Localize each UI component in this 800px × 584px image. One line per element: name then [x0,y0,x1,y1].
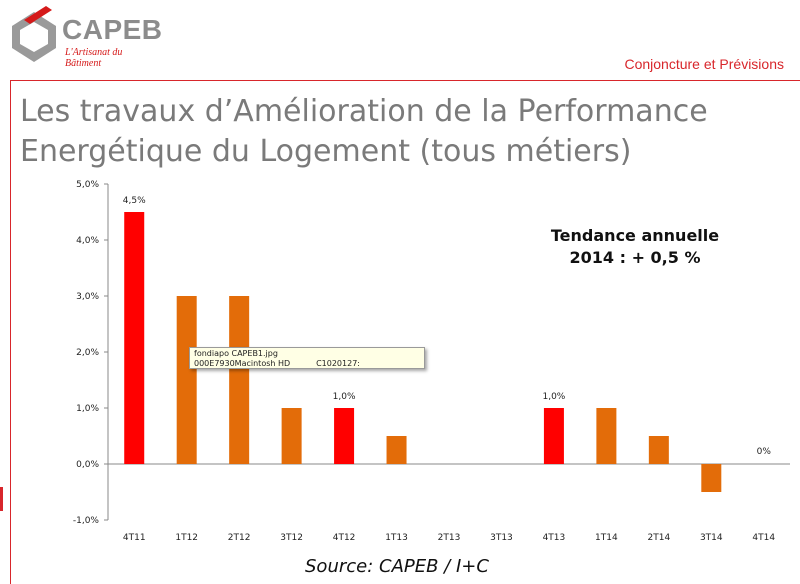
left-marker [0,487,3,511]
bar-4T13 [543,408,564,464]
title-line-2: Energétique du Logement (tous métiers) [20,134,632,169]
x-tick-label: 2T12 [228,533,251,543]
data-label: 1,0% [542,392,565,402]
bar-4T11 [124,212,145,464]
bar-1T12 [176,296,197,464]
y-tick-label: 3,0% [76,292,99,302]
trend-line-1: Tendance annuelle [550,226,720,245]
x-tick-label: 1T14 [595,533,618,543]
bar-3T14 [701,464,722,492]
x-tick-label: 4T11 [123,533,146,543]
x-tick-label: 3T12 [280,533,303,543]
bar-4T12 [334,408,355,464]
x-tick-label: 4T13 [543,533,566,543]
trend-annotation: Tendance annuelle 2014 : + 0,5 % [540,225,730,269]
source-note: Source: CAPEB / I+C [305,556,489,577]
file-tooltip: fondiapo CAPEB1.jpg 000E7930Macintosh HD… [189,347,425,369]
bar-1T13 [386,436,407,464]
header-divider [10,80,800,81]
left-border [10,80,11,584]
y-tick-label: 1,0% [76,404,99,414]
y-tick-label: 0,0% [76,460,99,470]
tooltip-line-2b: C1020127: [316,359,360,368]
logo-text: CAPEB [62,14,163,45]
title-line-1: Les travaux d’Amélioration de la Perform… [20,94,708,129]
bar-3T12 [281,408,302,464]
x-tick-label: 4T14 [752,533,775,543]
tooltip-line-1: fondiapo CAPEB1.jpg [194,349,278,358]
trend-line-2: 2014 : + 0,5 % [569,248,701,267]
x-tick-label: 2T14 [648,533,671,543]
x-tick-label: 1T12 [175,533,198,543]
x-tick-label: 1T13 [385,533,408,543]
x-tick-label: 2T13 [438,533,461,543]
header-subtitle: Conjoncture et Prévisions [624,56,784,72]
logo-mark-icon [12,6,56,62]
x-tick-label: 3T14 [700,533,723,543]
x-tick-label: 4T12 [333,533,356,543]
bar-1T14 [596,408,617,464]
data-label: 0% [757,447,772,457]
logo-tagline: L'Artisanat du Bâtiment [65,47,123,69]
y-tick-label: 2,0% [76,348,99,358]
slide-title: Les travaux d’Amélioration de la Perform… [20,92,790,172]
data-label: 1,0% [333,392,356,402]
data-label: 4,5% [123,196,146,206]
capeb-logo: CAPEB L'Artisanat du Bâtiment [10,6,162,69]
bar-2T14 [648,436,669,464]
y-tick-label: 4,0% [76,236,99,246]
x-tick-label: 3T13 [490,533,513,543]
y-tick-label: -1,0% [73,516,100,526]
tooltip-line-2a: 000E7930Macintosh HD [194,359,291,368]
bar-2T12 [229,296,250,464]
y-tick-label: 5,0% [76,180,99,190]
